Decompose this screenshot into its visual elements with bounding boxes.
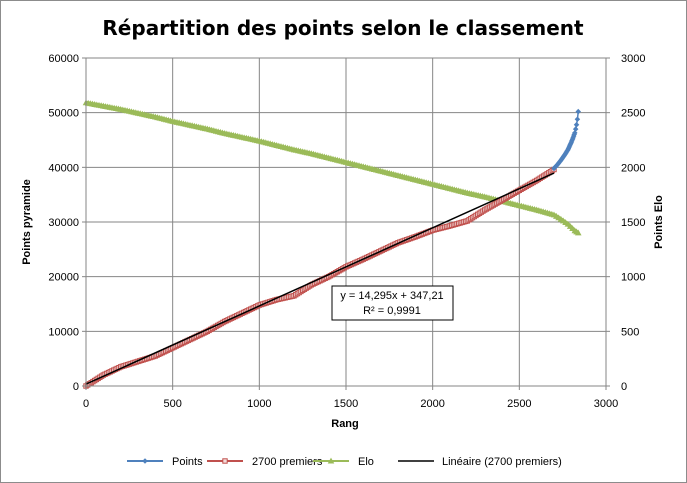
y-tick-label: 50000 [48, 108, 79, 120]
legend: Points 2700 premiers Elo Linéaire (2700 pre… [127, 456, 562, 468]
x-tick-label: 3000 [594, 398, 618, 410]
trendline-equation-box: y = 14,295x + 347,21 R² = 0,9991 [331, 285, 454, 321]
legend-item: Points [127, 456, 203, 468]
legend-label: 2700 premiers [252, 456, 323, 468]
y-tick-label: 10000 [48, 326, 79, 338]
x-tick-label: 2000 [420, 398, 444, 410]
y-tick-label: 30000 [48, 217, 79, 229]
x-tick-label: 500 [163, 398, 181, 410]
y2-tick-label: 0 [621, 381, 627, 393]
axes [82, 57, 610, 390]
legend-item: Elo [313, 456, 374, 468]
legend-swatch-marker [327, 457, 335, 464]
series-lineaire [85, 172, 555, 385]
series-points [551, 108, 582, 172]
series-group [82, 99, 582, 389]
x-tick-label: 1500 [334, 398, 358, 410]
points-point [574, 116, 581, 122]
trendline-equation: y = 14,295x + 347,21 [340, 290, 443, 302]
y2-tick-label: 500 [621, 326, 639, 338]
legend-item: Linéaire (2700 premiers) [398, 456, 562, 468]
points-point [572, 130, 578, 136]
y2-tick-label: 2000 [621, 162, 645, 174]
y-axis-title: Points pyramide [21, 179, 33, 265]
legend-label: Points [172, 456, 203, 468]
x-tick-label: 0 [83, 398, 89, 410]
chart-title: Répartition des points selon le classeme… [102, 16, 584, 40]
points-point [572, 126, 579, 132]
y-tick-label: 40000 [48, 162, 79, 174]
y-tick-label: 0 [73, 381, 79, 393]
elo-point [574, 229, 582, 236]
y2-tick-label: 1500 [621, 217, 645, 229]
y2-tick-label: 1000 [621, 272, 645, 284]
legend-swatch-marker [142, 458, 148, 464]
x-tick-label: 2500 [507, 398, 531, 410]
y2-tick-label: 3000 [621, 53, 645, 65]
legend-label: Linéaire (2700 premiers) [442, 456, 562, 468]
trendline [85, 172, 555, 385]
tick-labels: 0100002000030000400005000060000050010001… [48, 53, 645, 410]
legend-label: Elo [358, 456, 374, 468]
y2-axis-title: Points Elo [653, 195, 665, 249]
points-point [573, 121, 580, 128]
points-point [575, 108, 582, 115]
series-elo [82, 99, 582, 236]
y-tick-label: 20000 [48, 272, 79, 284]
x-axis-title: Rang [331, 418, 359, 430]
legend-item: 2700 premiers [207, 456, 323, 468]
y-tick-label: 60000 [48, 53, 79, 65]
y2-tick-label: 2500 [621, 108, 645, 120]
equation-box-border [331, 285, 454, 321]
legend-swatch-marker [222, 458, 228, 464]
x-tick-label: 1000 [247, 398, 271, 410]
trendline-r-squared: R² = 0,9991 [363, 305, 421, 317]
